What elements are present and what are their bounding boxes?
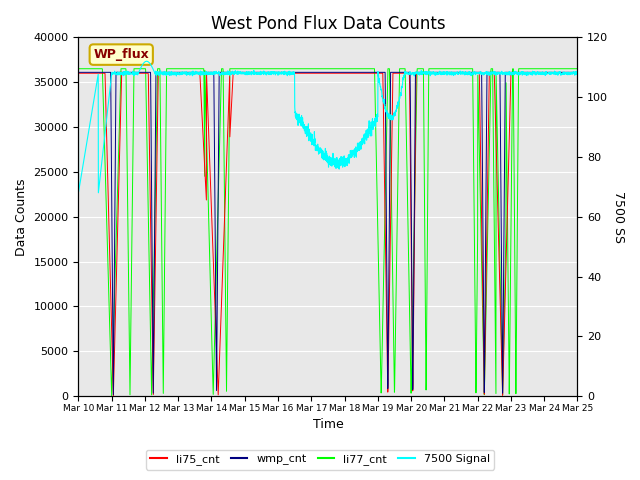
Legend: li75_cnt, wmp_cnt, li77_cnt, 7500 Signal: li75_cnt, wmp_cnt, li77_cnt, 7500 Signal [146, 450, 494, 469]
Title: West Pond Flux Data Counts: West Pond Flux Data Counts [211, 15, 445, 33]
Y-axis label: 7500 SS: 7500 SS [612, 191, 625, 243]
Y-axis label: Data Counts: Data Counts [15, 178, 28, 255]
Text: WP_flux: WP_flux [93, 48, 149, 61]
X-axis label: Time: Time [312, 419, 343, 432]
